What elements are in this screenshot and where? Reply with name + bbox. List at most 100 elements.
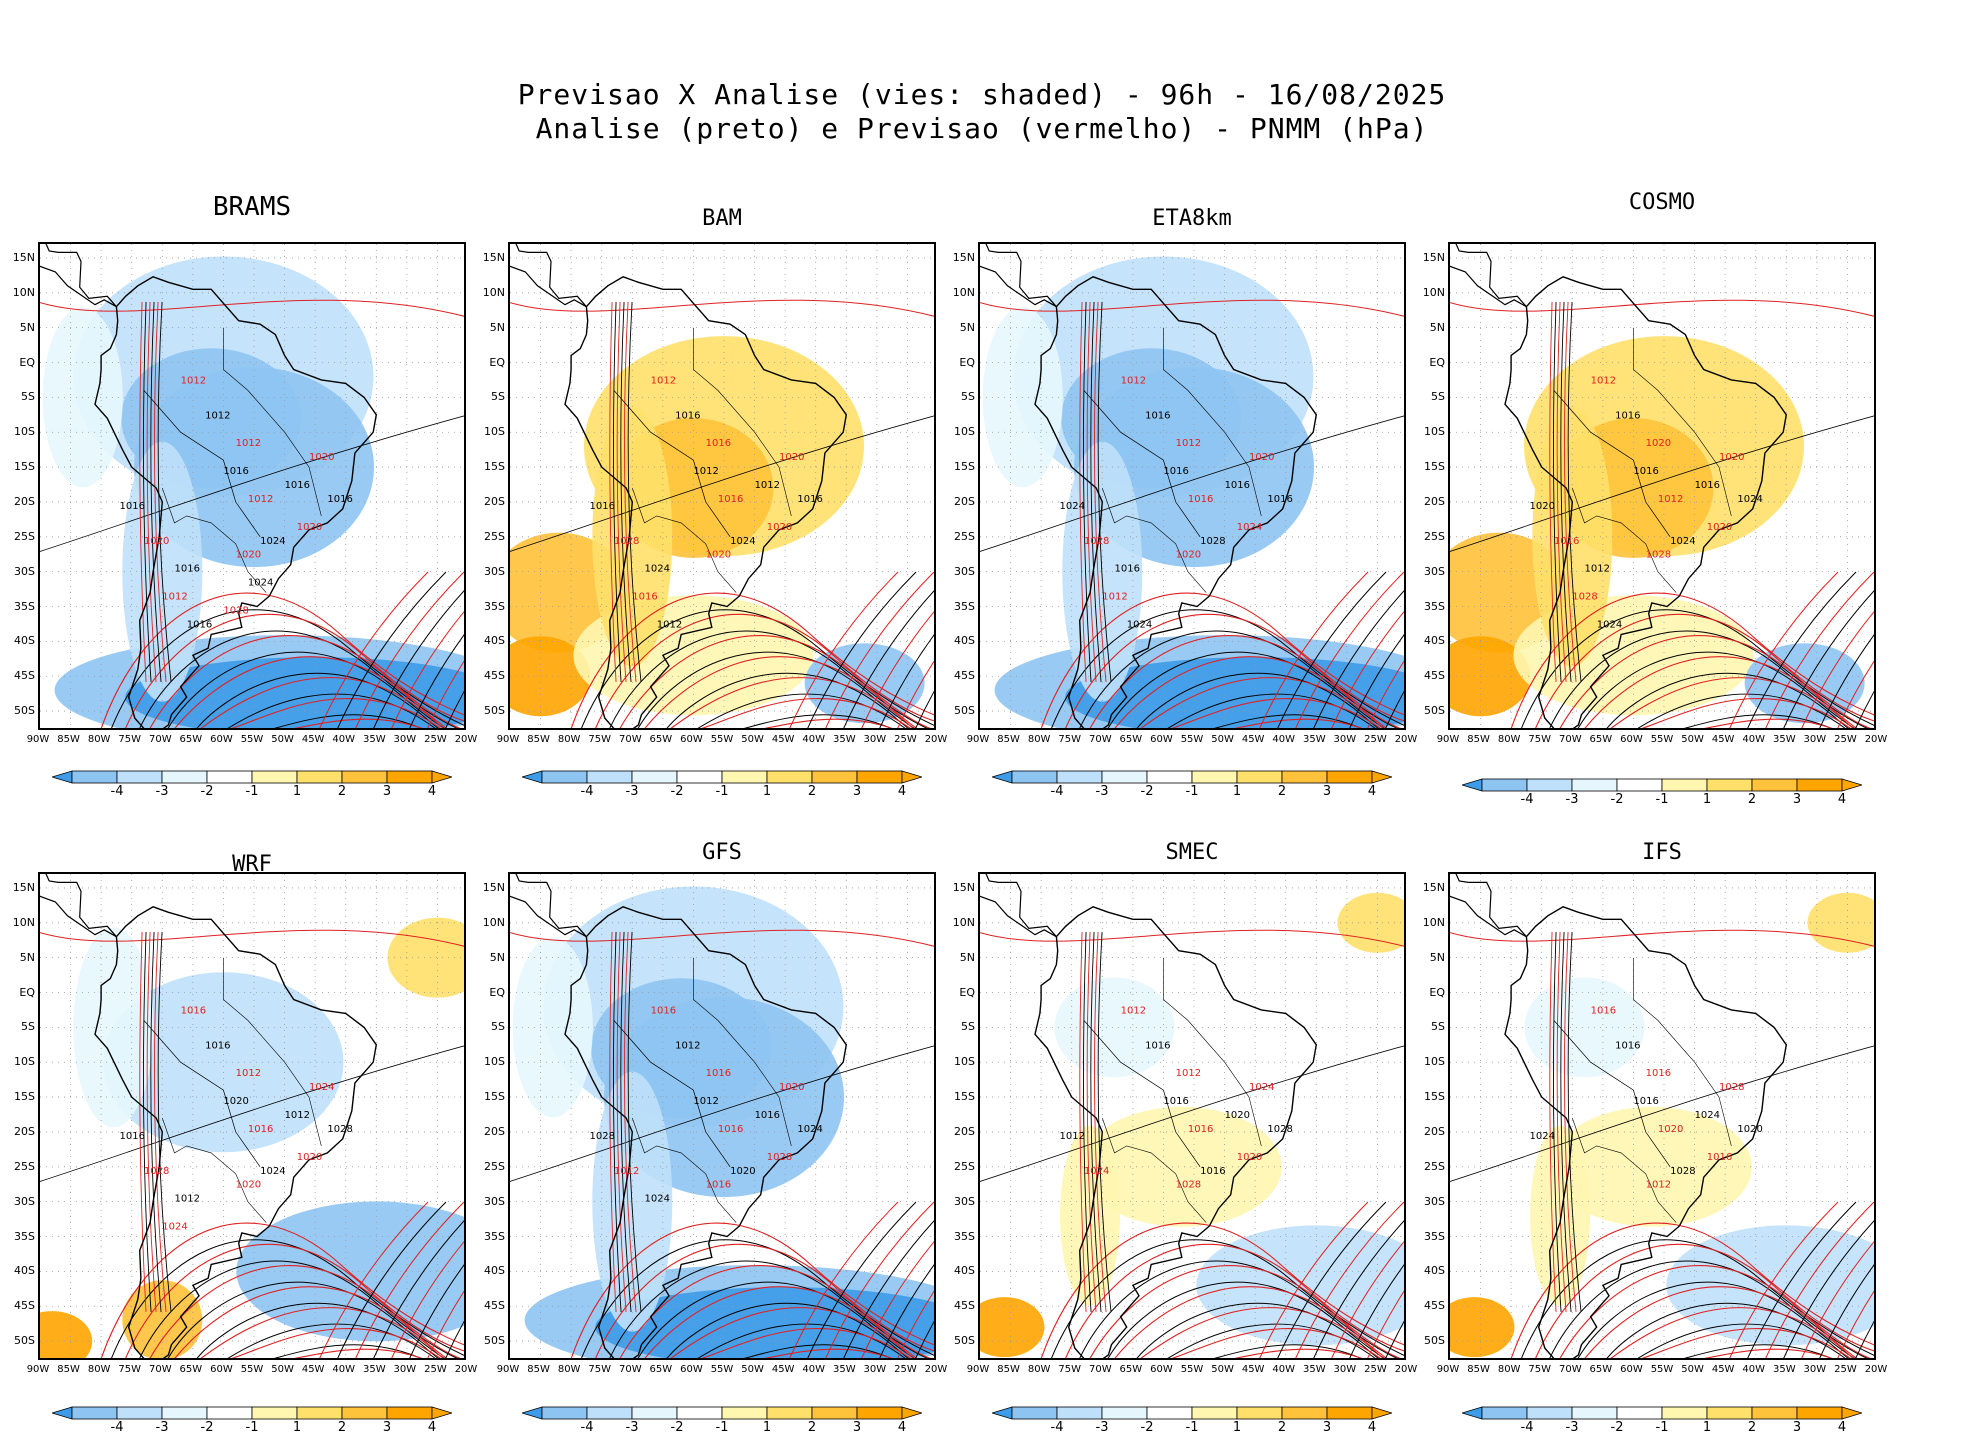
isobar-label: 1020 (767, 522, 792, 533)
colorbar-tick-label: -4 (110, 1420, 124, 1435)
analysis-isobar (167, 651, 445, 728)
map-panel-bam: 1012 1016 1016 1012 1016 1012 1020 1016 1020 1024… (508, 242, 936, 730)
lat-tick-label: 15S (1424, 460, 1445, 474)
isobar-label: 1012 (175, 1194, 200, 1205)
isobar-label: 1020 (1719, 452, 1744, 463)
lat-tick-label: 10N (1422, 915, 1445, 929)
colorbar-tick-label: 3 (1792, 1420, 1802, 1435)
lon-tick-label: 60W (1150, 734, 1173, 745)
lon-tick-label: 65W (649, 1364, 673, 1375)
colorbar-segment (631, 1406, 678, 1420)
south-america-coast (1034, 906, 1318, 1358)
central-america-coast (510, 895, 587, 938)
forecast-isobar (200, 677, 444, 728)
isobar-label: 1012 (1176, 438, 1201, 449)
isobar-label: 1020 (706, 550, 731, 561)
colorbar-segment (1056, 770, 1103, 784)
central-america-coast (45, 874, 117, 938)
colorbar-segment (386, 1406, 433, 1420)
analysis-isobar (1450, 415, 1874, 552)
colorbar-segment (1191, 1406, 1238, 1420)
colorbar-tick-label: -3 (1565, 792, 1579, 807)
isobar-label: 1012 (285, 1110, 310, 1121)
lat-tick-label: 40S (484, 1264, 505, 1278)
lon-tick-label: 85W (997, 734, 1020, 745)
lat-tick-label: 25S (484, 529, 505, 543)
isobar-label: 1028 (1646, 550, 1671, 561)
isobar-label: 1012 (675, 1040, 700, 1051)
isobar-label: 1028 (223, 605, 248, 616)
colorbar-tick-label: -3 (1095, 1420, 1109, 1435)
andes-isobar (616, 301, 627, 682)
colorbar-arrow-low (1462, 1406, 1483, 1420)
isobar-label: 1020 (1529, 501, 1554, 512)
country-border (143, 390, 261, 538)
isobar-label: 1024 (645, 1194, 670, 1205)
southern-isobar (1855, 1320, 1874, 1358)
andes-isobar (1097, 931, 1112, 1312)
isobar-label: 1016 (1591, 1005, 1616, 1016)
colorbar-arrow-low (52, 770, 73, 784)
forecast-isobar (1584, 656, 1858, 728)
lat-tick-label: 35S (954, 1229, 975, 1243)
colorbar-tick-label: 4 (427, 1420, 437, 1435)
andes-isobar (616, 931, 627, 1312)
colorbar-tick-label: 1 (1702, 792, 1712, 807)
southern-isobar (445, 690, 464, 728)
isobar-label: 1016 (1646, 1068, 1671, 1079)
isobar-label: 1028 (1267, 1124, 1292, 1135)
isobar-label: 1016 (632, 592, 657, 603)
lat-tick-label: 10N (1422, 285, 1445, 299)
lon-tick-label: 70W (618, 734, 642, 745)
andes-isobar (157, 931, 172, 1312)
country-border (1102, 487, 1207, 593)
lat-tick-label: 45S (484, 1299, 505, 1313)
forecast-isobar (174, 656, 448, 728)
colorbar-segment (1661, 1406, 1708, 1420)
lat-tick-label: 50S (484, 1334, 505, 1348)
analysis-isobar (1521, 1239, 1874, 1358)
map-panel-smec: 1012 1016 1012 1016 1016 1020 1024 1028 1020 1016… (978, 872, 1406, 1360)
colorbar-tick-label: -2 (1610, 1420, 1624, 1435)
lon-tick-label: 70W (1088, 1364, 1112, 1375)
colorbar-segment (1326, 770, 1373, 784)
analysis-isobar (167, 1281, 445, 1358)
colorbar-tick-label: 3 (1322, 784, 1332, 799)
lon-tick-label: 85W (1467, 1364, 1490, 1375)
isobar-label: 1024 (1249, 1082, 1274, 1093)
colorbar-segment (71, 770, 118, 784)
colorbar (992, 1406, 1392, 1420)
southern-isobar (879, 1264, 934, 1358)
forecast-isobar (980, 929, 1404, 947)
southern-isobar (1765, 1201, 1874, 1358)
southern-isobar (355, 1201, 464, 1358)
isobar-label: 1020 (297, 1152, 322, 1163)
southern-isobar (1277, 571, 1387, 728)
isobar-label: 1016 (675, 410, 700, 421)
colorbar-tick-label: -3 (625, 784, 639, 799)
lon-tick-label: 45W (771, 734, 795, 745)
southern-isobar (1331, 1240, 1404, 1358)
lon-tick-label: 30W (1333, 734, 1357, 745)
southern-isobar (1837, 1290, 1874, 1358)
isobar-label: 1020 (730, 1166, 755, 1177)
colorbar-segment (541, 1406, 588, 1420)
isobar-label: 1016 (1707, 1152, 1732, 1163)
lat-tick-label: 5S (491, 1020, 505, 1034)
colorbar-segment (1796, 778, 1843, 792)
lat-tick-label: 25S (1424, 529, 1445, 543)
lat-tick-label: 30S (1424, 564, 1445, 578)
lon-tick-label: 55W (240, 1364, 264, 1375)
analysis-isobar (1637, 693, 1846, 728)
country-border (632, 1117, 737, 1223)
map-canvas: 1012 1016 1012 1016 1016 1016 1020 1016 1024 1028… (980, 244, 1404, 728)
isobar-label: 1024 (730, 536, 755, 547)
forecast-isobar (570, 592, 934, 728)
forecast-isobar (510, 929, 934, 947)
isobar-label: 1016 (205, 1040, 230, 1051)
forecast-isobar (100, 592, 464, 728)
forecast-isobar (670, 1307, 914, 1358)
lon-tick-label: 30W (1803, 1364, 1827, 1375)
analysis-isobar (666, 672, 909, 728)
state-border (1163, 327, 1262, 516)
